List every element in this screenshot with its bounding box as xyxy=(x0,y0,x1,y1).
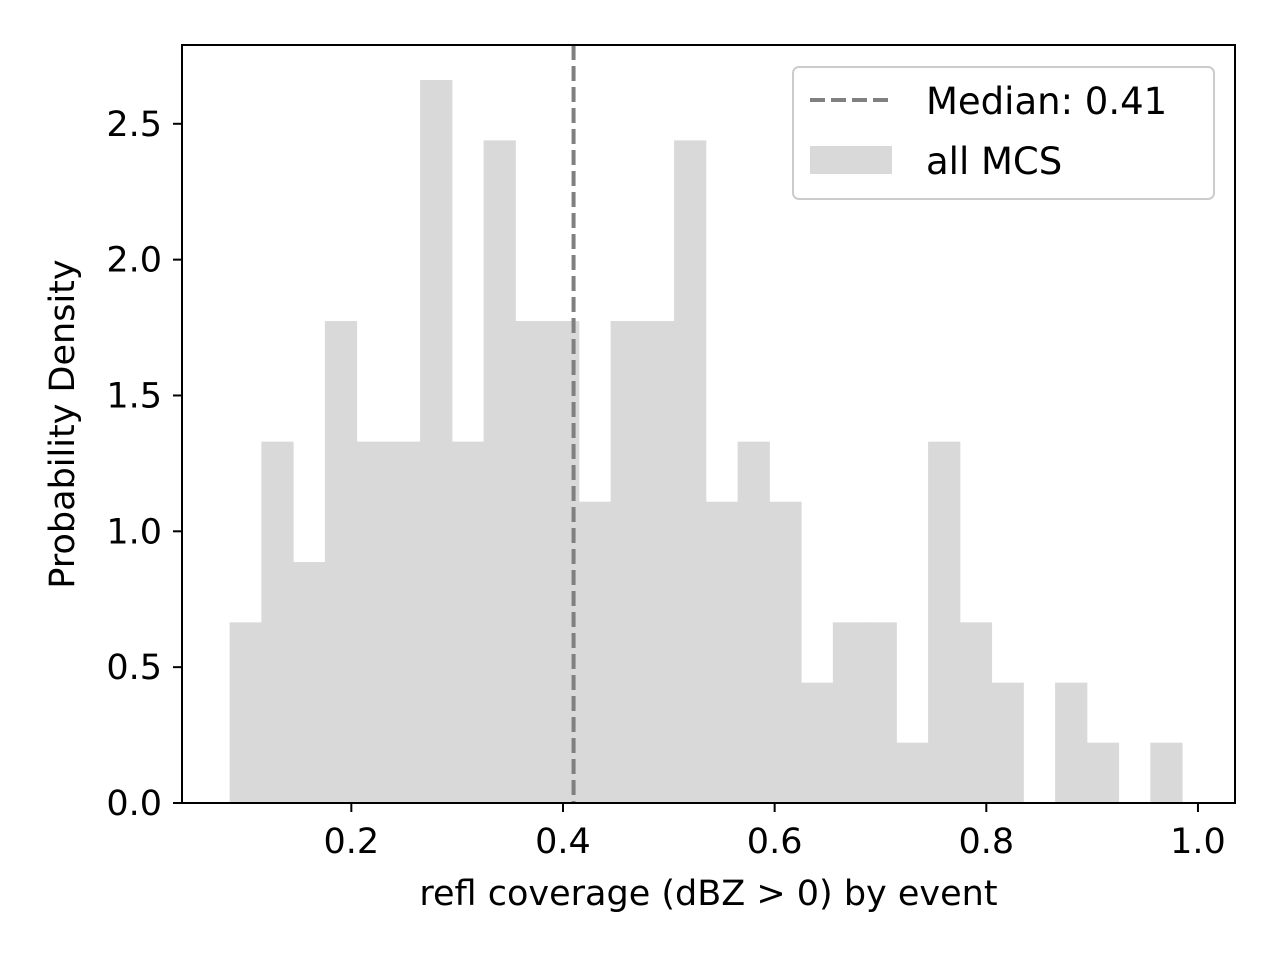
y-axis: 0.0 0.5 1.0 1.5 2.0 2.5 xyxy=(106,105,182,824)
histogram-bar xyxy=(737,441,770,803)
histogram-bar xyxy=(293,562,326,803)
y-tick-label: 1.5 xyxy=(106,376,162,416)
x-axis: 0.2 0.4 0.6 0.8 1.0 xyxy=(323,803,1226,862)
histogram-bar xyxy=(642,321,675,803)
histogram-bar xyxy=(578,501,612,803)
histogram-bar xyxy=(674,140,707,803)
histogram-bar xyxy=(356,441,389,803)
histogram-bar xyxy=(229,622,262,803)
legend-patch-swatch xyxy=(810,146,892,174)
histogram-bar xyxy=(801,682,834,803)
x-tick-label: 0.6 xyxy=(747,822,803,862)
histogram-bar xyxy=(483,140,516,803)
y-tick-label: 0.0 xyxy=(106,784,162,824)
histogram-bars xyxy=(229,80,1183,804)
x-tick-label: 1.0 xyxy=(1170,822,1226,862)
histogram-bar xyxy=(928,441,961,803)
histogram-bar xyxy=(1086,742,1120,803)
histogram-bar xyxy=(1055,682,1088,803)
y-axis-label: Probability Density xyxy=(43,259,83,588)
y-tick-label: 2.0 xyxy=(106,241,162,281)
histogram-bar xyxy=(832,622,866,803)
histogram-bar xyxy=(959,622,993,803)
legend-median-label: Median: 0.41 xyxy=(926,80,1167,123)
y-tick-label: 2.5 xyxy=(106,105,162,145)
y-tick-label: 1.0 xyxy=(106,512,162,552)
legend-patch-label: all MCS xyxy=(926,140,1062,183)
histogram-bar xyxy=(864,622,897,803)
x-tick-label: 0.8 xyxy=(958,822,1014,862)
legend-box xyxy=(792,66,1215,200)
histogram-bar xyxy=(896,742,929,803)
x-axis-label: refl coverage (dBZ > 0) by event xyxy=(419,874,997,914)
histogram-bar xyxy=(705,501,739,803)
histogram-bar xyxy=(324,321,358,803)
histogram-bar xyxy=(388,441,421,803)
histogram-bar xyxy=(769,501,802,803)
legend: Median: 0.41 all MCS xyxy=(792,66,1215,200)
histogram-bar xyxy=(451,441,485,803)
histogram-bar xyxy=(261,441,294,803)
x-tick-label: 0.2 xyxy=(323,822,379,862)
y-tick-label: 0.5 xyxy=(106,648,162,688)
histogram-bar xyxy=(610,321,643,803)
plot-frame xyxy=(181,44,1236,804)
histogram-bar xyxy=(991,682,1024,803)
histogram-bar xyxy=(420,80,453,804)
histogram-bar xyxy=(1150,742,1183,803)
x-tick-label: 0.4 xyxy=(535,822,591,862)
histogram-bar xyxy=(515,321,548,803)
